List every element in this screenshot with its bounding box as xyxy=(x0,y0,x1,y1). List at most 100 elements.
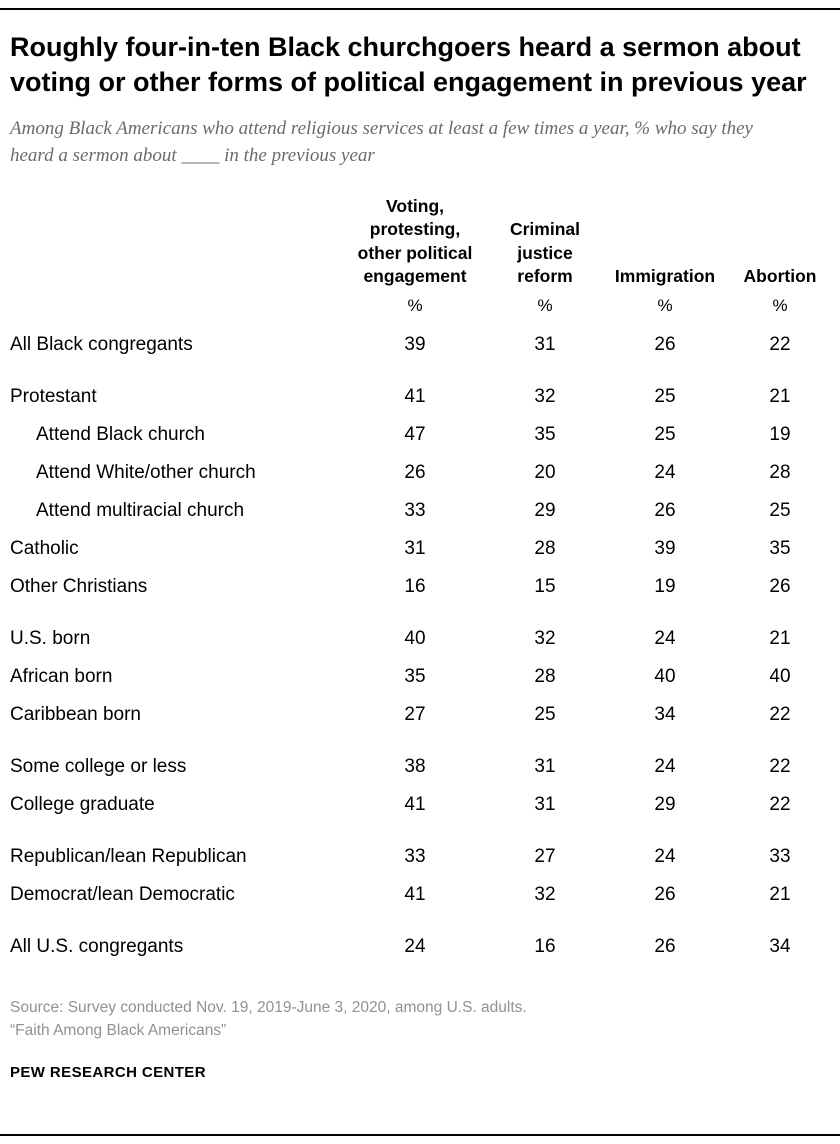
table-row: Attend White/other church 26 20 24 28 xyxy=(10,454,830,492)
row-label: Other Christians xyxy=(10,575,148,597)
column-header-immigration: Immigration xyxy=(614,265,716,286)
table-row: Republican/lean Republican 33 27 24 33 xyxy=(10,838,830,876)
table-unit-row: % % % % xyxy=(10,296,830,316)
page-title: Roughly four-in-ten Black churchgoers he… xyxy=(10,32,807,98)
cell-value: 38 xyxy=(404,755,426,777)
row-label: Attend White/other church xyxy=(36,461,256,483)
table-row: Attend multiracial church 33 29 26 25 xyxy=(10,492,830,530)
cell-value: 39 xyxy=(654,537,676,559)
row-label: College graduate xyxy=(10,793,155,815)
cell-value: 16 xyxy=(534,935,556,957)
cell-value: 34 xyxy=(769,935,791,957)
cell-value: 29 xyxy=(654,793,676,815)
cell-value: 32 xyxy=(534,385,556,407)
top-rule xyxy=(0,8,840,10)
cell-value: 39 xyxy=(404,333,426,355)
table-row: College graduate 41 31 29 22 xyxy=(10,786,830,824)
cell-value: 26 xyxy=(404,461,426,483)
source-note: Source: Survey conducted Nov. 19, 2019-J… xyxy=(10,996,830,1043)
unit-percent: % xyxy=(772,295,788,315)
cell-value: 40 xyxy=(769,665,791,687)
row-label: Protestant xyxy=(10,385,97,407)
row-label: Caribbean born xyxy=(10,703,141,725)
cell-value: 19 xyxy=(654,575,676,597)
table-row: African born 35 28 40 40 xyxy=(10,658,830,696)
cell-value: 35 xyxy=(404,665,426,687)
cell-value: 21 xyxy=(769,385,791,407)
cell-value: 31 xyxy=(534,793,556,815)
unit-percent: % xyxy=(407,295,423,315)
table-row: Caribbean born 27 25 34 22 xyxy=(10,696,830,734)
row-label: Attend multiracial church xyxy=(36,499,245,521)
cell-value: 25 xyxy=(654,385,676,407)
table-header-row: Voting, protesting, other political enga… xyxy=(10,195,830,287)
cell-value: 28 xyxy=(534,537,556,559)
cell-value: 19 xyxy=(769,423,791,445)
column-header-voting: Voting, protesting, other political enga… xyxy=(357,196,473,286)
cell-value: 41 xyxy=(404,793,426,815)
table-row: Protestant 41 32 25 21 xyxy=(10,378,830,416)
cell-value: 25 xyxy=(769,499,791,521)
cell-value: 27 xyxy=(404,703,426,725)
table-rows: All Black congregants 39 31 26 22 Protestant 4… xyxy=(10,326,830,966)
cell-value: 24 xyxy=(654,845,676,867)
column-header-abortion: Abortion xyxy=(743,265,817,286)
unit-percent: % xyxy=(657,295,673,315)
bottom-rule xyxy=(0,1134,840,1136)
cell-value: 21 xyxy=(769,883,791,905)
cell-value: 34 xyxy=(654,703,676,725)
row-label: African born xyxy=(10,665,113,687)
cell-value: 22 xyxy=(769,755,791,777)
cell-value: 26 xyxy=(654,883,676,905)
cell-value: 40 xyxy=(654,665,676,687)
data-table: Voting, protesting, other political enga… xyxy=(10,195,830,965)
cell-value: 24 xyxy=(654,627,676,649)
cell-value: 33 xyxy=(404,499,426,521)
cell-value: 24 xyxy=(654,461,676,483)
row-label: Republican/lean Republican xyxy=(10,845,247,867)
cell-value: 33 xyxy=(769,845,791,867)
source-line: “Faith Among Black Americans” xyxy=(10,1022,227,1039)
cell-value: 26 xyxy=(654,333,676,355)
cell-value: 47 xyxy=(404,423,426,445)
cell-value: 27 xyxy=(534,845,556,867)
cell-value: 22 xyxy=(769,793,791,815)
cell-value: 31 xyxy=(534,333,556,355)
cell-value: 26 xyxy=(769,575,791,597)
row-label: Some college or less xyxy=(10,755,187,777)
cell-value: 28 xyxy=(534,665,556,687)
table-row: Democrat/lean Democratic 41 32 26 21 xyxy=(10,876,830,914)
row-label: U.S. born xyxy=(10,627,91,649)
cell-value: 15 xyxy=(534,575,556,597)
cell-value: 21 xyxy=(769,627,791,649)
cell-value: 26 xyxy=(654,935,676,957)
row-label: All Black congregants xyxy=(10,333,193,355)
cell-value: 20 xyxy=(534,461,556,483)
cell-value: 22 xyxy=(769,703,791,725)
cell-value: 33 xyxy=(404,845,426,867)
table-row: All U.S. congregants 24 16 26 34 xyxy=(10,928,830,966)
row-label: All U.S. congregants xyxy=(10,935,184,957)
cell-value: 24 xyxy=(404,935,426,957)
cell-value: 22 xyxy=(769,333,791,355)
source-line: Source: Survey conducted Nov. 19, 2019-J… xyxy=(10,998,527,1016)
cell-value: 28 xyxy=(769,461,791,483)
cell-value: 32 xyxy=(534,627,556,649)
cell-value: 35 xyxy=(769,537,791,559)
cell-value: 32 xyxy=(534,883,556,905)
pew-research-center-logo-text: PEW RESEARCH CENTER xyxy=(10,1064,206,1082)
row-label: Democrat/lean Democratic xyxy=(10,883,235,905)
cell-value: 26 xyxy=(654,499,676,521)
cell-value: 35 xyxy=(534,423,556,445)
chart-subtitle: Among Black Americans who attend religio… xyxy=(10,118,753,166)
cell-value: 40 xyxy=(404,627,426,649)
cell-value: 41 xyxy=(404,385,426,407)
cell-value: 29 xyxy=(534,499,556,521)
cell-value: 41 xyxy=(404,883,426,905)
table-row: Other Christians 16 15 19 26 xyxy=(10,568,830,606)
table-row: Catholic 31 28 39 35 xyxy=(10,530,830,568)
cell-value: 31 xyxy=(404,537,426,559)
cell-value: 16 xyxy=(404,575,426,597)
table-row: Some college or less 38 31 24 22 xyxy=(10,748,830,786)
column-header-criminal-justice: Criminal justice reform xyxy=(509,219,581,286)
